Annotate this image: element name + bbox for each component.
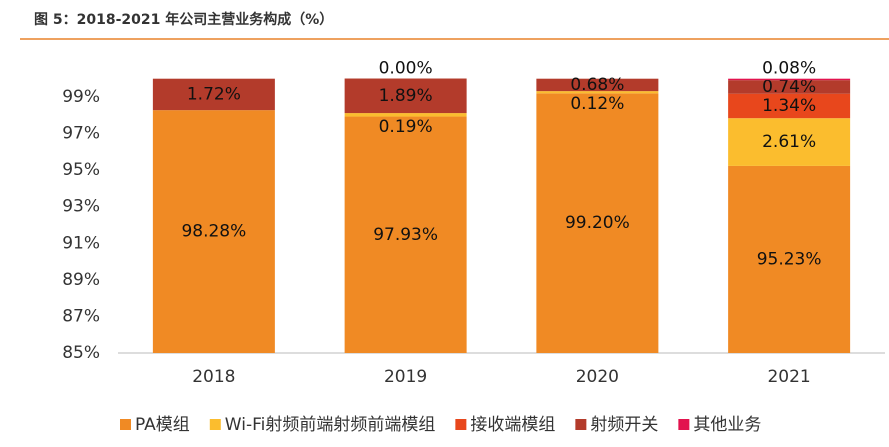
x-tick-label: 2020 [576,367,619,387]
x-tick-label: 2018 [192,367,235,387]
legend-swatch [209,419,221,430]
data-label: 0.12% [570,94,624,114]
legend-swatch [575,419,587,430]
bar-segment [536,91,659,94]
data-label: 1.34% [762,96,816,116]
y-tick-label: 85% [62,343,100,363]
y-tick-label: 93% [62,197,100,217]
x-tick-label: 2019 [384,367,427,387]
legend-label: PA模组 [135,415,190,435]
y-tick-label: 99% [62,87,100,107]
bar-segment [536,78,659,92]
data-label: 0.00% [379,59,433,79]
legend-label: 其他业务 [693,415,761,435]
data-label: 1.89% [379,86,433,106]
data-label: 98.28% [181,222,246,242]
y-tick-label: 91% [62,233,100,253]
bar-segment [728,93,851,119]
bar-segment [728,78,851,81]
bar-segment [344,78,467,114]
data-label: 0.08% [762,59,816,79]
y-tick-label: 97% [62,124,100,144]
bar-segment [728,165,851,353]
y-tick-label: 87% [62,306,100,326]
data-label: 97.93% [373,225,438,245]
data-label: 95.23% [757,249,822,269]
data-label: 99.20% [565,213,630,233]
y-tick-label: 89% [62,270,100,290]
legend-swatch [678,419,690,430]
x-tick-label: 2021 [767,367,810,387]
data-label: 2.61% [762,132,816,152]
bar-segment [728,80,851,94]
data-label: 0.68% [570,75,624,95]
legend-swatch [120,419,131,430]
bar-segment [728,118,851,166]
bar-segment [152,110,275,353]
bar-segment [536,93,659,353]
data-label: 1.72% [187,84,241,104]
y-tick-label: 95% [62,160,100,180]
bar-segment [152,78,275,111]
legend-label: 接收端模组 [470,415,555,435]
legend-swatch [455,419,467,430]
data-label: 0.19% [379,117,433,137]
bar-segment [344,116,467,353]
legend-label: Wi-Fi射频前端射频前端模组 [225,415,436,435]
legend-label: 射频开关 [590,415,658,435]
chart-title: 图 5：2018-2021 年公司主营业务构成（%） [34,11,333,28]
data-label: 0.74% [762,77,816,97]
bar-segment [344,113,467,117]
